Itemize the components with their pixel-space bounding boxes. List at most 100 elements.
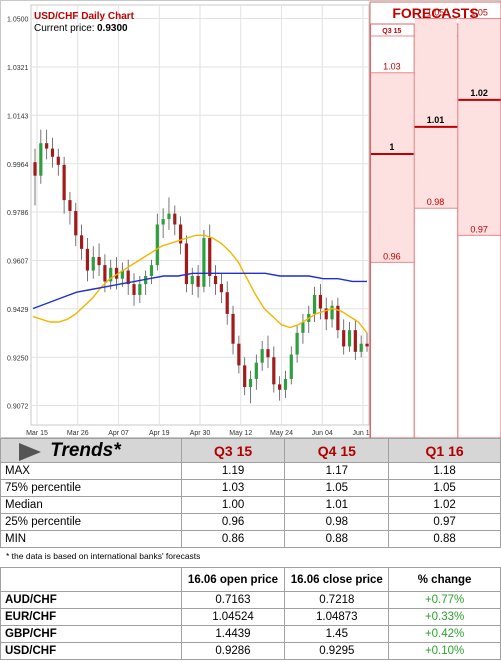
- trends-footnote: * the data is based on international ban…: [6, 551, 201, 561]
- candle-body: [114, 267, 119, 279]
- candle-body: [231, 313, 235, 344]
- close-price: 1.04873: [284, 608, 390, 626]
- candle-body: [342, 330, 346, 347]
- forecast-max-label: 1.05: [427, 8, 445, 18]
- candle-body: [126, 270, 130, 285]
- trends-row-label: Median: [0, 496, 182, 514]
- candle-body: [318, 294, 323, 309]
- open-price: 1.4439: [180, 625, 286, 643]
- pair-label: EUR/CHF: [0, 608, 182, 626]
- candle-body: [272, 357, 276, 385]
- y-tick-label: 0.9786: [7, 210, 29, 217]
- x-tick-label: Apr 19: [149, 430, 170, 437]
- candle-body: [91, 257, 95, 271]
- trends-cell: 0.97: [388, 513, 501, 531]
- close-price: 0.7218: [284, 591, 390, 609]
- trends-row-label: MAX: [0, 462, 182, 480]
- y-tick-label: 1.0143: [7, 113, 29, 120]
- y-tick-label: 0.9250: [7, 355, 29, 362]
- candle-body: [167, 213, 171, 220]
- trends-cell: 1.01: [284, 496, 390, 514]
- trends-row-label: 25% percentile: [0, 513, 182, 531]
- trends-cell: 1.19: [180, 462, 286, 480]
- y-tick-label: 1.0321: [7, 65, 29, 72]
- pct-change: +0.33%: [388, 608, 501, 626]
- trends-arrow-icon: [19, 443, 41, 462]
- candle-body: [237, 343, 241, 366]
- change-col-open: 16.06 open price: [180, 567, 286, 592]
- trends-cell: 0.96: [180, 513, 286, 531]
- forecast-max-label: 1.03: [383, 62, 401, 72]
- x-tick-label: May 12: [229, 430, 252, 437]
- candle-body: [312, 294, 317, 314]
- pct-change: +0.10%: [388, 642, 501, 660]
- candle-body: [179, 224, 183, 244]
- trends-cell: 1.05: [388, 479, 501, 497]
- trends-title-cell: Trends*: [0, 438, 182, 463]
- pct-change: +0.77%: [388, 591, 501, 609]
- trends-title: Trends*: [50, 439, 121, 461]
- change-row-audchf: AUD/CHF 0.7163 0.7218 +0.77%: [0, 591, 501, 609]
- candle-body: [248, 378, 253, 388]
- x-tick-label: Apr 07: [108, 430, 129, 437]
- forecast-min-label: 0.98: [427, 197, 445, 207]
- candle-body: [97, 257, 101, 266]
- candle-body: [208, 238, 212, 276]
- trends-row-median: Median 1.00 1.01 1.02: [0, 496, 501, 514]
- forecast-min-label: 0.96: [383, 251, 401, 261]
- trends-cell: 1.02: [388, 496, 501, 514]
- current-price-value: 0.9300: [97, 23, 128, 34]
- change-row-usdchf: USD/CHF 0.9286 0.9295 +0.10%: [0, 642, 501, 660]
- trends-cell: 1.05: [284, 479, 390, 497]
- candle-body: [365, 343, 369, 347]
- close-price: 0.9295: [284, 642, 390, 660]
- candle-body: [103, 265, 107, 282]
- x-tick-label: Apr 30: [190, 430, 211, 437]
- trends-cell: 1.17: [284, 462, 390, 480]
- forecast-min-label: 0.97: [470, 224, 488, 234]
- open-price: 1.04524: [180, 608, 286, 626]
- candle-body: [295, 332, 299, 355]
- trends-row-label: MIN: [0, 530, 182, 548]
- y-tick-label: 0.9964: [7, 162, 29, 169]
- trends-table: Trends* Q3 15 Q4 15 Q1 16 MAX 1.19 1.17 …: [0, 438, 501, 548]
- candle-body: [278, 384, 282, 390]
- forecast-range-band: [458, 18, 501, 236]
- candle-body: [213, 275, 218, 285]
- current-price-label: Current price:: [34, 23, 95, 34]
- candle-body: [336, 305, 340, 331]
- candle-body: [39, 143, 43, 176]
- trends-row-25: 25% percentile 0.96 0.98 0.97: [0, 513, 501, 531]
- candle-body: [50, 148, 55, 157]
- candle-body: [219, 284, 223, 293]
- trends-col-q1: Q1 16: [388, 438, 501, 463]
- pair-label: USD/CHF: [0, 642, 182, 660]
- change-col-close: 16.06 close price: [284, 567, 390, 592]
- trends-cell: 0.98: [284, 513, 390, 531]
- candle-body: [324, 308, 328, 320]
- candle-body: [68, 200, 72, 211]
- forecast-max-label: 1.05: [470, 8, 488, 18]
- x-tick-label: Jun 16: [352, 430, 373, 437]
- forecast-col-label: Q3 15: [382, 28, 401, 35]
- candle-body: [196, 275, 200, 287]
- y-tick-label: 0.9429: [7, 307, 29, 314]
- candle-body: [190, 275, 194, 285]
- candle-body: [353, 330, 357, 352]
- forecast-range-band: [414, 18, 457, 209]
- trends-col-q4: Q4 15: [284, 438, 390, 463]
- open-price: 0.7163: [180, 591, 286, 609]
- candle-body: [202, 238, 206, 287]
- pair-label: GBP/CHF: [0, 625, 182, 643]
- candle-body: [33, 162, 37, 176]
- forecast-mid-label: 1.01: [427, 115, 445, 125]
- forecasts-title: FORECASTS: [392, 5, 478, 21]
- trends-cell: 1.03: [180, 479, 286, 497]
- candle-body: [161, 219, 165, 225]
- candle-body: [173, 213, 177, 225]
- candle-body: [254, 362, 258, 379]
- y-tick-label: 1.0500: [7, 17, 29, 24]
- close-price: 1.45: [284, 625, 390, 643]
- usdchf-chart: 1.0500 1.0321 1.0143 0.9964 0.9786 0.9607 0.94…: [7, 1, 501, 439]
- change-row-eurchf: EUR/CHF 1.04524 1.04873 +0.33%: [0, 608, 501, 626]
